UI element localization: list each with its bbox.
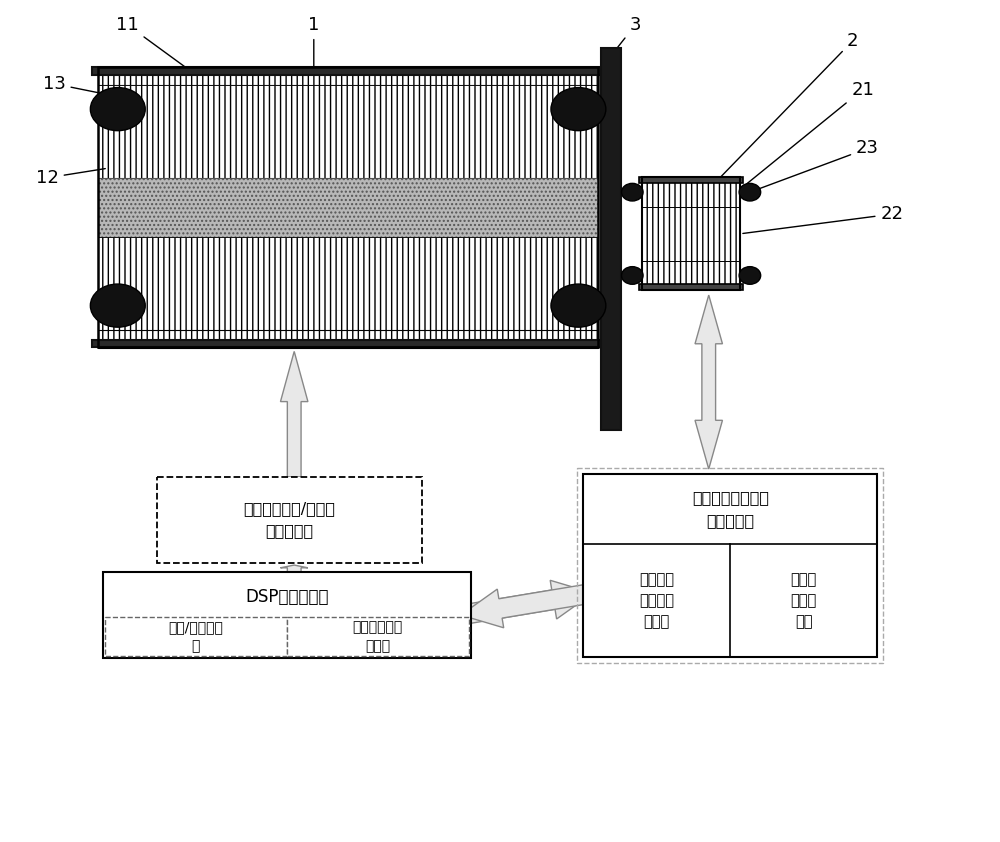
Polygon shape xyxy=(695,295,722,469)
Bar xyxy=(287,617,469,656)
Text: DSP数字控制器: DSP数字控制器 xyxy=(245,589,329,606)
Ellipse shape xyxy=(622,267,643,285)
Bar xyxy=(92,339,604,348)
Bar xyxy=(98,178,598,237)
Text: 起动/发电机控
制: 起动/发电机控 制 xyxy=(169,620,223,653)
Ellipse shape xyxy=(90,88,145,131)
Ellipse shape xyxy=(551,284,606,328)
Polygon shape xyxy=(280,565,308,572)
Bar xyxy=(98,67,598,85)
Bar xyxy=(642,261,740,290)
Bar xyxy=(98,85,598,178)
Text: 3: 3 xyxy=(608,16,641,60)
Bar xyxy=(642,178,740,290)
Text: 22: 22 xyxy=(743,205,904,233)
Bar xyxy=(583,474,877,657)
Text: 位置信号估计
和处理: 位置信号估计 和处理 xyxy=(353,620,403,653)
Bar xyxy=(98,330,598,348)
Text: 1: 1 xyxy=(308,16,319,69)
Text: 位置检测
器高频低
压注入: 位置检测 器高频低 压注入 xyxy=(639,573,674,629)
Text: 11: 11 xyxy=(116,16,194,73)
Ellipse shape xyxy=(551,88,606,131)
Ellipse shape xyxy=(739,267,761,285)
Ellipse shape xyxy=(90,284,145,328)
Text: 小功率不对称半桥
功率变换器: 小功率不对称半桥 功率变换器 xyxy=(692,491,769,528)
Bar xyxy=(642,207,740,261)
Text: 23: 23 xyxy=(753,140,879,191)
Bar xyxy=(103,572,471,658)
Bar xyxy=(642,178,740,207)
Bar xyxy=(98,237,598,330)
Text: 开关磁阔起动/发电机
功率变换器: 开关磁阔起动/发电机 功率变换器 xyxy=(243,501,335,539)
Text: 2: 2 xyxy=(713,32,859,185)
Bar xyxy=(92,67,604,75)
Text: 12: 12 xyxy=(36,168,105,187)
Ellipse shape xyxy=(622,184,643,201)
Ellipse shape xyxy=(739,184,761,201)
Bar xyxy=(157,477,422,563)
Text: 13: 13 xyxy=(43,75,105,94)
Polygon shape xyxy=(461,584,595,628)
Bar xyxy=(639,178,743,184)
Bar xyxy=(98,67,598,348)
Bar xyxy=(577,468,883,663)
Polygon shape xyxy=(459,580,593,625)
Bar xyxy=(105,617,287,656)
Text: 各相电
流脉冲
检测: 各相电 流脉冲 检测 xyxy=(791,573,817,629)
Bar xyxy=(639,285,743,290)
Bar xyxy=(601,48,621,429)
Polygon shape xyxy=(280,351,308,477)
Text: 21: 21 xyxy=(742,81,874,188)
